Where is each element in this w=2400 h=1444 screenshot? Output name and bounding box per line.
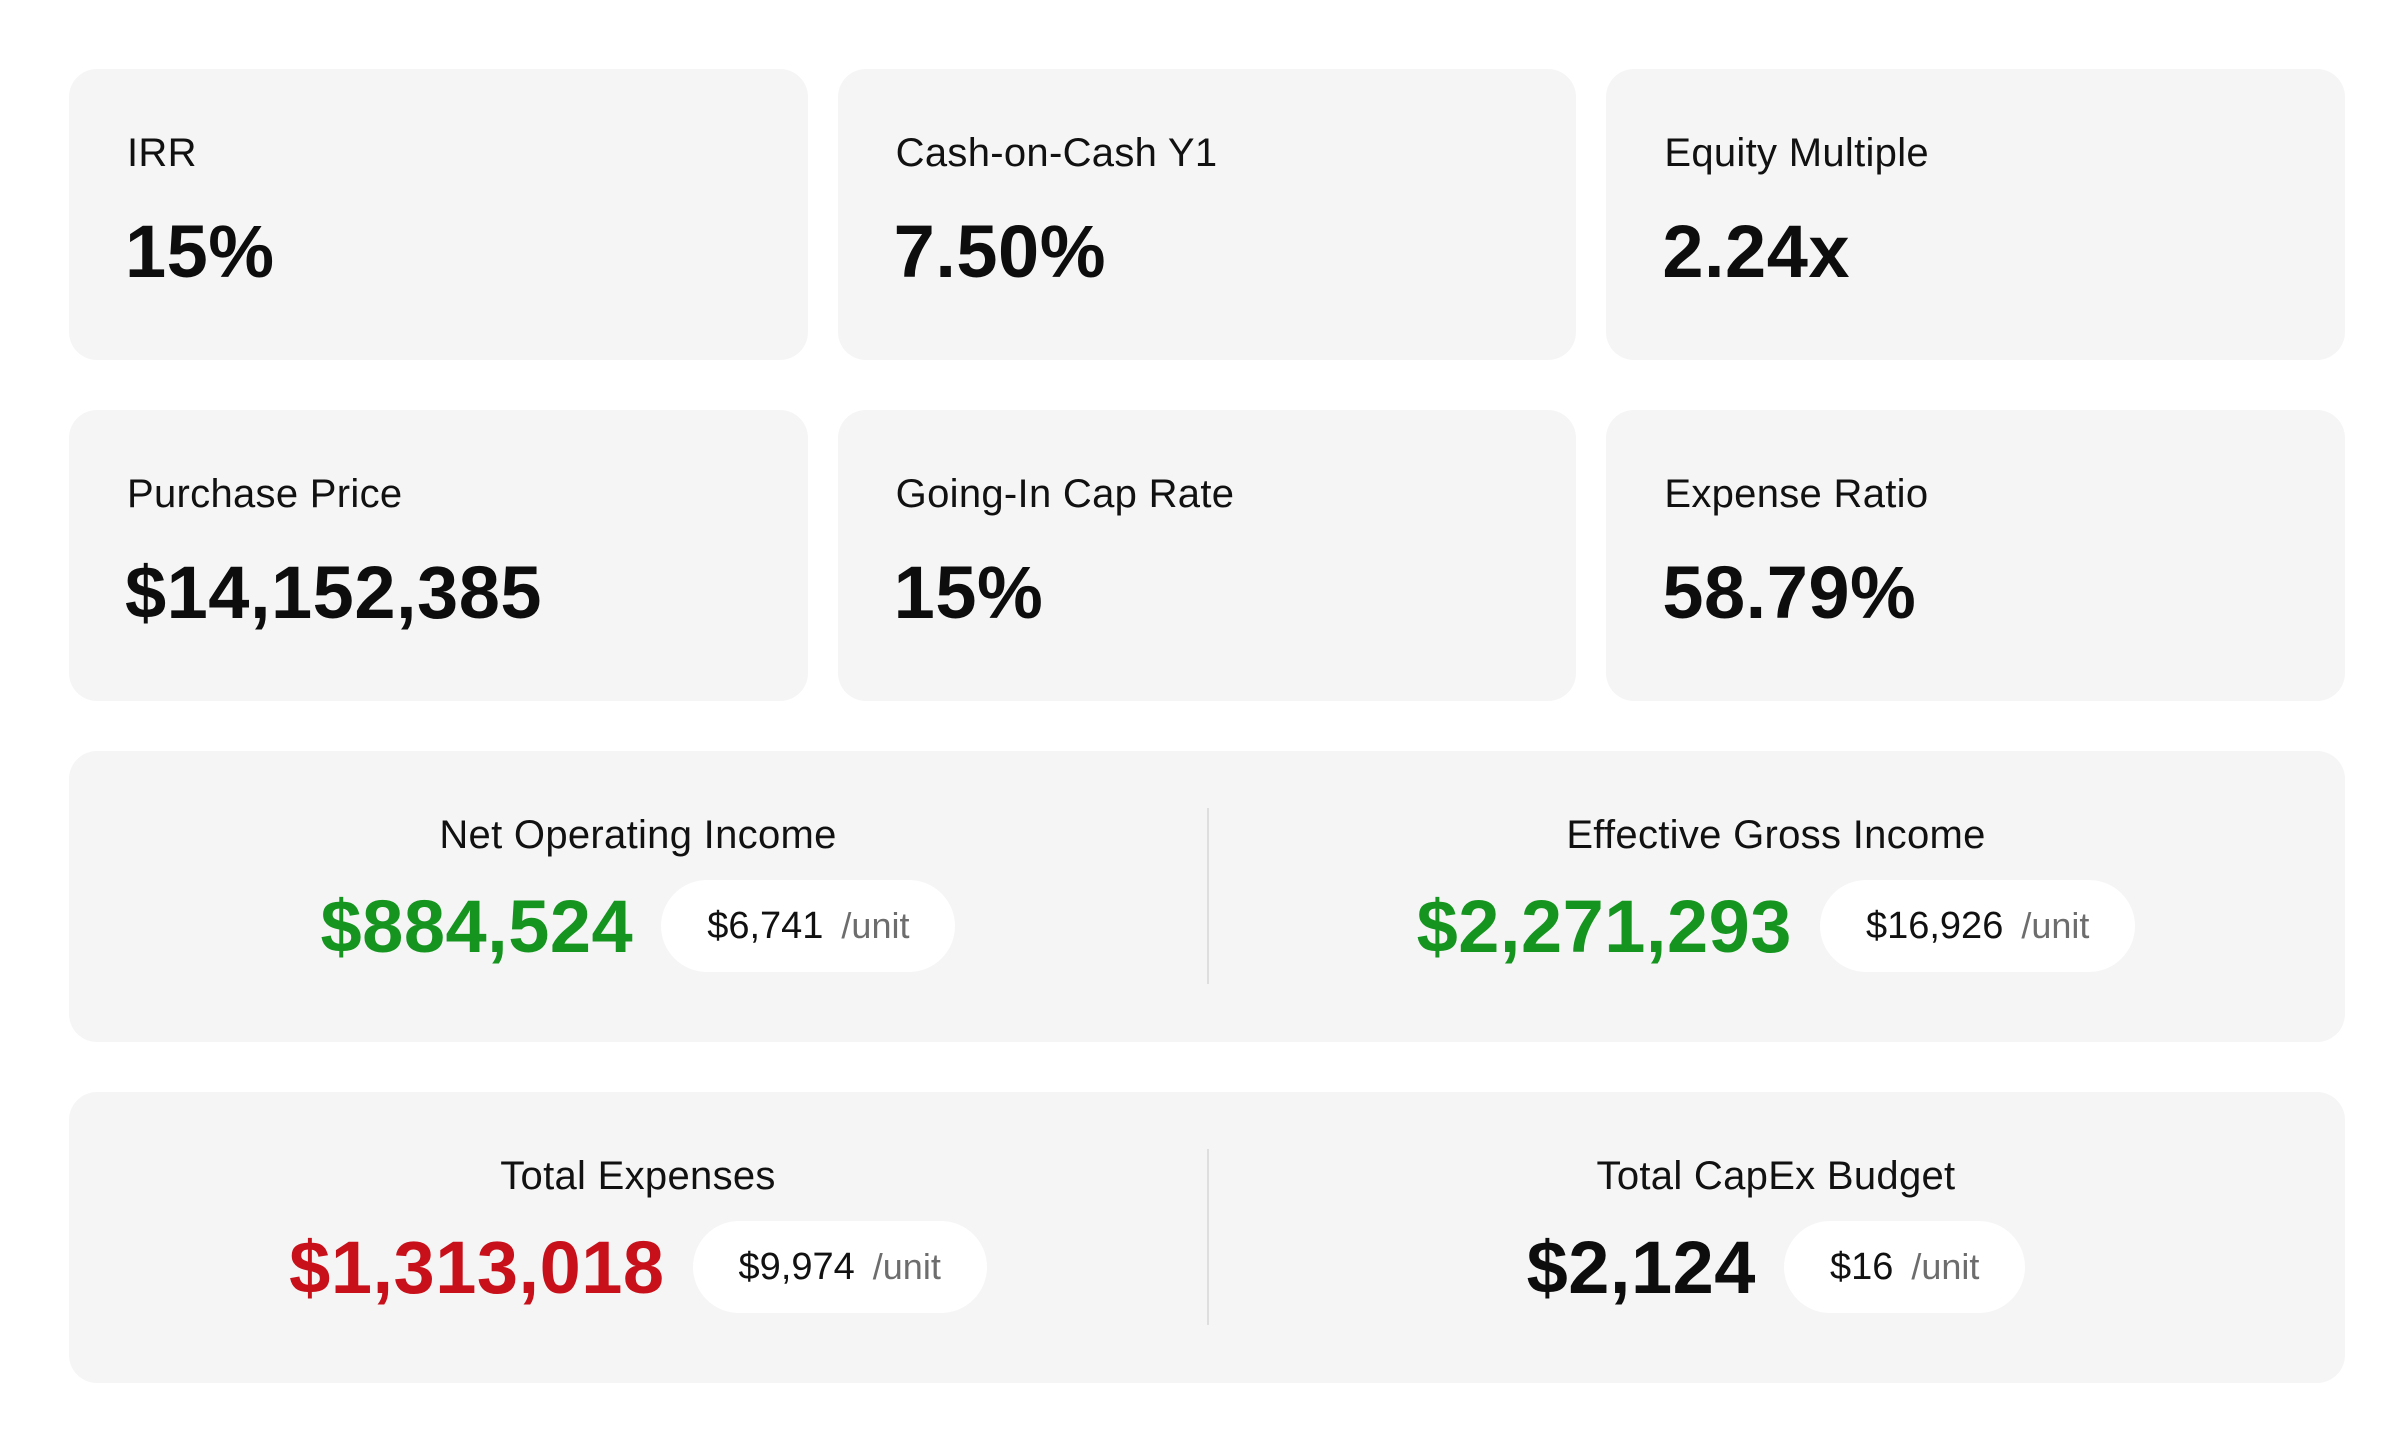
cash-on-cash-card: Cash-on-Cash Y1 7.50%	[837, 69, 1577, 360]
expense-ratio-label: Expense Ratio	[1664, 472, 1929, 516]
noi-label: Net Operating Income	[439, 813, 837, 857]
metrics-row-returns: IRR 15% Cash-on-Cash Y1 7.50% Equity Mul…	[69, 69, 2346, 360]
noi-value: $884,524	[320, 884, 634, 968]
egi-per-unit-badge: $16,926 /unit	[1819, 880, 2136, 972]
equity-multiple-value: 2.24x	[1662, 210, 1851, 293]
expense-ratio-card: Expense Ratio 58.79%	[1606, 410, 2346, 701]
capex-per-unit-value: $16	[1829, 1245, 1894, 1288]
noi-per-unit-badge: $6,741 /unit	[661, 880, 956, 972]
expenses-per-unit-badge: $9,974 /unit	[692, 1221, 987, 1313]
capex-label: Total CapEx Budget	[1596, 1154, 1956, 1198]
capex-value: $2,124	[1526, 1225, 1756, 1309]
expenses-value: $1,313,018	[289, 1225, 665, 1309]
egi-per-unit-value: $16,926	[1865, 904, 2004, 947]
income-summary-card: Net Operating Income $884,524 $6,741 /un…	[69, 751, 2345, 1042]
cap-rate-card: Going-In Cap Rate 15%	[837, 410, 1577, 701]
equity-multiple-label: Equity Multiple	[1664, 131, 1929, 175]
irr-value: 15%	[125, 210, 275, 293]
section-divider	[1207, 808, 1209, 984]
expenses-per-unit-suffix: /unit	[872, 1246, 941, 1287]
cap-rate-label: Going-In Cap Rate	[895, 472, 1235, 516]
purchase-price-label: Purchase Price	[127, 472, 403, 516]
noi-per-unit-value: $6,741	[707, 904, 824, 947]
capex-per-unit-suffix: /unit	[1911, 1246, 1980, 1287]
egi-section: Effective Gross Income $2,271,293 $16,92…	[1207, 751, 2345, 1042]
cap-rate-value: 15%	[893, 551, 1044, 634]
capex-section: Total CapEx Budget $2,124 $16 /unit	[1207, 1092, 2345, 1383]
metrics-row-pricing: Purchase Price $14,152,385 Going-In Cap …	[69, 410, 2346, 701]
purchase-price-value: $14,152,385	[125, 551, 543, 634]
expenses-label: Total Expenses	[500, 1154, 776, 1198]
cost-summary-card: Total Expenses $1,313,018 $9,974 /unit T…	[69, 1092, 2345, 1383]
egi-label: Effective Gross Income	[1566, 813, 1986, 857]
irr-card: IRR 15%	[69, 69, 808, 360]
egi-per-unit-suffix: /unit	[2021, 905, 2090, 946]
expenses-per-unit-value: $9,974	[738, 1245, 855, 1288]
noi-per-unit-suffix: /unit	[841, 905, 910, 946]
purchase-price-card: Purchase Price $14,152,385	[69, 410, 808, 701]
cash-on-cash-value: 7.50%	[893, 210, 1106, 293]
irr-label: IRR	[127, 131, 197, 175]
capex-per-unit-badge: $16 /unit	[1783, 1221, 2026, 1313]
noi-section: Net Operating Income $884,524 $6,741 /un…	[69, 751, 1207, 1042]
cash-on-cash-label: Cash-on-Cash Y1	[895, 131, 1218, 175]
expenses-section: Total Expenses $1,313,018 $9,974 /unit	[69, 1092, 1207, 1383]
equity-multiple-card: Equity Multiple 2.24x	[1606, 69, 2346, 360]
section-divider	[1207, 1149, 1209, 1325]
egi-value: $2,271,293	[1416, 884, 1792, 968]
expense-ratio-value: 58.79%	[1662, 551, 1917, 634]
